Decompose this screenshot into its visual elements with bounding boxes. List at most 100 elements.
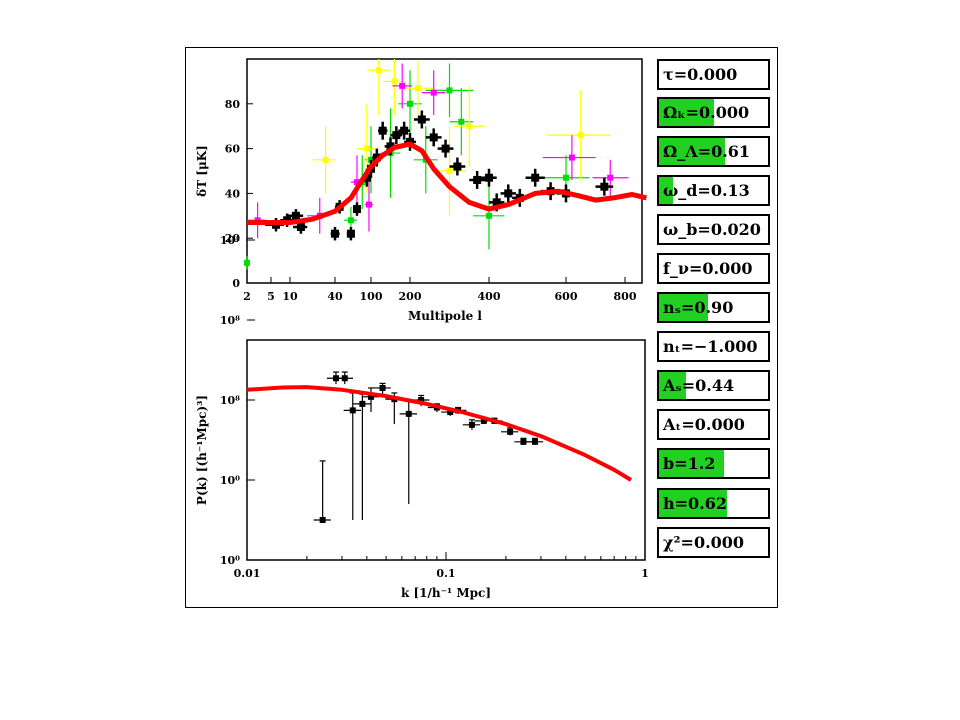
pk-data-point [373,382,391,395]
cmb-marker [458,118,465,125]
pk-y-axis-label: P(k) [(h⁻¹Mpc)³] [195,395,209,505]
cmb-marker [353,179,360,186]
cmb-data-point [352,202,361,216]
parameter-box: h=0.62 [657,488,770,519]
cmb-data-point [595,177,614,196]
pk-marker [468,421,475,428]
parameter-level-fill [659,450,725,477]
parameter-label: χ²=0.000 [663,533,745,552]
cmb-y-axis-label: δT [μK] [195,145,209,197]
parameter-label: ω_d=0.13 [663,181,750,200]
parameter-box: f_ν=0.000 [657,253,770,284]
cmb-model-curve [247,141,647,225]
cmb-data-point [592,159,629,196]
cmb-x-tick-label: 10 [282,290,298,303]
pk-data-point [462,419,481,430]
cmb-x-tick-label: 600 [555,290,578,303]
pk-marker [319,517,326,523]
cmb-marker [331,229,339,238]
pk-marker [379,384,386,391]
cmb-data-point [525,168,545,187]
cmb-data-point [500,184,516,203]
cmb-marker [453,162,462,171]
parameter-box: χ²=0.000 [657,527,770,558]
parameter-label: f_ν=0.000 [663,259,753,278]
parameter-label: Aₛ=0.44 [663,376,735,395]
cmb-marker [386,142,395,151]
parameter-level-fill [659,490,727,517]
cmb-data-point [453,85,486,167]
parameter-label: nₜ=−1.000 [663,337,758,356]
cmb-data-point [346,227,355,241]
parameter-level-fill [659,138,726,165]
parameter-level-fill [659,99,714,126]
parameter-label: b=1.2 [663,454,716,473]
cmb-data-point [378,121,388,140]
cmb-marker [244,259,250,266]
cmb-marker [429,133,438,142]
pk-y-tick-label: 10⁴ [220,234,240,247]
cmb-x-tick-label: 200 [399,290,422,303]
cmb-marker [466,123,473,130]
cmb-data-point [546,90,611,180]
pk-marker [349,407,356,414]
cmb-marker [378,126,387,135]
pk-marker [447,409,454,416]
pk-marker [531,438,538,445]
cmb-x-tick-label: 5 [267,290,275,303]
cmb-x-tick-label: 400 [478,290,501,303]
parameter-label: h=0.62 [663,494,728,513]
cmb-y-tick-label: 80 [225,98,241,111]
parameter-label: Ωₖ=0.000 [663,103,750,122]
pk-x-tick-label: 0.1 [436,567,455,580]
cmb-data-point [330,227,340,241]
cmb-x-axis-label: Multipole l [408,309,482,323]
cmb-marker [400,126,409,135]
cmb-marker [504,189,513,198]
cmb-marker [296,223,305,231]
cmb-marker [531,173,540,182]
cmb-marker [441,144,450,153]
cmb-data-point [402,61,434,115]
pk-marker [405,410,412,417]
cmb-x-tick-label: 100 [360,290,383,303]
cmb-marker [363,145,370,152]
cmb-marker [391,78,398,85]
cmb-marker [414,85,421,92]
cmb-marker [399,82,406,89]
pk-marker [507,428,514,435]
parameter-level-fill [659,177,674,204]
cmb-marker [347,217,354,224]
parameter-label: Aₜ=0.000 [663,415,745,434]
cmb-data-point [542,135,596,180]
cmb-data-point [392,63,412,109]
cmb-marker [407,100,413,107]
cmb-data-point [425,128,442,147]
pk-x-tick-label: 1 [641,567,649,580]
parameter-box: Aₛ=0.44 [657,370,770,401]
parameter-label: τ=0.000 [663,65,738,84]
parameter-box: Ωₖ=0.000 [657,97,770,128]
cmb-marker [362,173,371,182]
pk-marker [341,375,348,382]
pk-model-curve [246,385,633,482]
cmb-data-point [473,182,505,250]
pk-marker [359,400,366,407]
parameter-label: nₛ=0.90 [663,298,734,317]
cmb-marker [375,67,382,74]
pk-y-tick-label: 10⁰ [220,474,240,487]
cmb-data-point [398,121,410,140]
cmb-marker [607,174,614,181]
cmb-y-tick-label: 60 [225,143,241,156]
cmb-data-point [364,177,373,232]
cmb-data-point [449,157,466,176]
cmb-data-point [390,126,403,145]
cmb-x-tick-label: 800 [614,290,637,303]
pk-y-tick-label: 10⁸ [220,394,240,407]
cmb-marker [486,212,492,219]
cmb-data-point [481,168,497,187]
pk-y-tick-label: 10⁸ [220,314,240,327]
cmb-marker [492,198,501,207]
parameter-box: ω_b=0.020 [657,214,770,245]
cmb-marker [352,205,361,214]
